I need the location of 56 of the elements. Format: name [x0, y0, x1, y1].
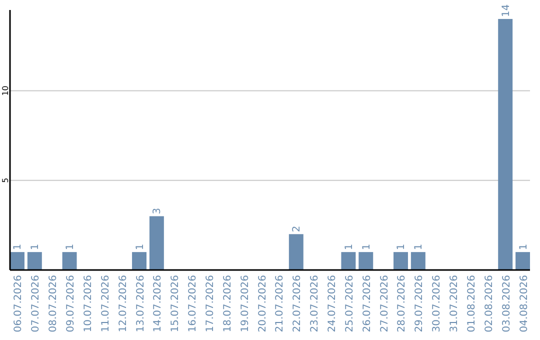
x-tick-label: 25.07.2026: [344, 275, 356, 332]
x-tick-label: 06.07.2026: [13, 275, 24, 332]
y-tick-label: 5: [1, 178, 10, 183]
data-label: 1: [518, 244, 530, 250]
data-label: 3: [152, 208, 164, 214]
bar: [498, 18, 513, 270]
bar: [62, 252, 77, 270]
x-tick-label: 07.07.2026: [30, 275, 42, 332]
x-tick-label: 15.07.2026: [170, 275, 182, 332]
data-label: 1: [134, 244, 146, 250]
x-tick-label: 02.08.2026: [484, 275, 495, 332]
bar: [288, 234, 304, 270]
x-tick-label: 29.07.2026: [414, 275, 426, 332]
data-label: 1: [30, 244, 42, 250]
data-label: 2: [292, 226, 303, 232]
x-tick-label: 03.08.2026: [501, 275, 512, 332]
y-tick-label: 10: [1, 86, 10, 96]
x-tick-label: 12.07.2026: [118, 275, 129, 332]
x-tick-label: 24.07.2026: [327, 275, 338, 332]
bar: [132, 252, 146, 270]
data-label: 1: [65, 244, 76, 250]
data-label: 1: [396, 244, 408, 250]
bar: [149, 216, 164, 270]
data-label: 1: [12, 244, 24, 250]
x-tick-label: 28.07.2026: [396, 275, 408, 332]
data-label: 14: [500, 4, 512, 17]
bar: [394, 252, 408, 270]
bar: [341, 252, 356, 270]
x-tick-label: 17.07.2026: [204, 275, 216, 332]
data-label: 1: [344, 244, 355, 250]
bar: [27, 252, 42, 270]
x-tick-label: 23.07.2026: [310, 275, 321, 332]
x-tick-label: 20.07.2026: [257, 275, 268, 332]
x-tick-label: 30.07.2026: [432, 275, 443, 332]
x-tick-label: 10.07.2026: [82, 275, 94, 332]
x-tick-label: 08.07.2026: [48, 275, 60, 332]
bar: [10, 252, 24, 270]
x-tick-label: 22.07.2026: [292, 275, 304, 332]
bar: [410, 252, 426, 270]
x-tick-label: 31.07.2026: [449, 275, 460, 332]
x-tick-label: 21.07.2026: [274, 275, 286, 332]
x-tick-label: 26.07.2026: [362, 275, 373, 332]
bar: [358, 252, 374, 270]
x-tick-label: 27.07.2026: [379, 275, 390, 332]
x-tick-label: 04.08.2026: [518, 275, 530, 332]
data-label: 1: [361, 244, 372, 250]
x-tick-label: 01.08.2026: [466, 275, 478, 332]
x-tick-label: 09.07.2026: [66, 275, 77, 332]
bar: [516, 252, 530, 270]
x-tick-label: 11.07.2026: [100, 275, 112, 332]
x-tick-label: 18.07.2026: [222, 275, 234, 332]
x-tick-label: 19.07.2026: [240, 275, 251, 332]
data-label: 1: [414, 244, 425, 250]
x-tick-label: 16.07.2026: [188, 275, 199, 332]
x-tick-label: 14.07.2026: [152, 275, 164, 332]
x-tick-label: 13.07.2026: [135, 275, 146, 332]
